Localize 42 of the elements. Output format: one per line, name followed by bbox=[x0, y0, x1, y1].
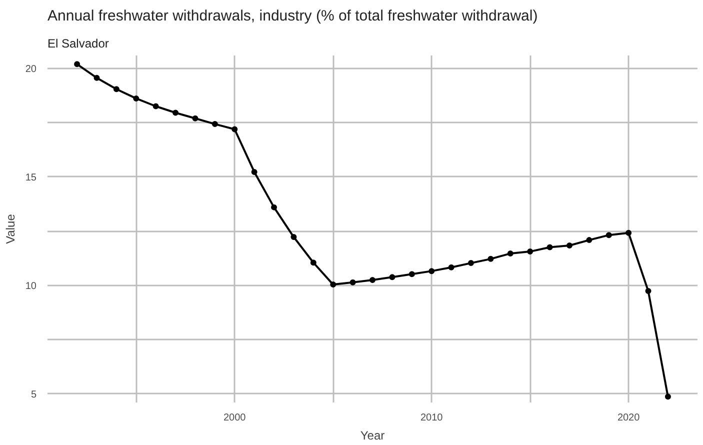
point bbox=[507, 250, 514, 256]
point bbox=[370, 276, 376, 283]
point bbox=[448, 264, 454, 270]
point bbox=[212, 121, 218, 128]
point bbox=[94, 74, 100, 81]
x-tick-label: 2020 bbox=[617, 412, 640, 424]
y-tick-label: 20 bbox=[25, 64, 37, 76]
point bbox=[664, 394, 671, 400]
y-tick-label: 15 bbox=[25, 172, 37, 184]
x-tick-label: 2010 bbox=[420, 412, 444, 424]
y-tick-label: 5 bbox=[30, 389, 37, 400]
y-tick-label: 10 bbox=[25, 280, 37, 292]
point bbox=[428, 268, 435, 274]
point bbox=[389, 274, 396, 280]
x-axis-title: Year bbox=[360, 428, 385, 442]
point bbox=[232, 126, 238, 132]
point bbox=[488, 256, 494, 262]
point bbox=[172, 110, 179, 116]
point bbox=[251, 168, 258, 175]
point bbox=[527, 248, 534, 255]
point bbox=[271, 204, 278, 210]
point bbox=[645, 288, 652, 294]
point bbox=[113, 86, 120, 92]
point bbox=[566, 242, 572, 248]
point bbox=[546, 244, 553, 250]
point bbox=[74, 61, 80, 68]
point bbox=[133, 95, 140, 102]
point bbox=[468, 260, 474, 266]
point bbox=[290, 234, 297, 240]
point bbox=[626, 230, 632, 236]
point bbox=[152, 103, 159, 110]
chart-title: Annual freshwater withdrawals, industry (% of total freshwater withdrawal) bbox=[48, 8, 538, 24]
point bbox=[408, 271, 415, 278]
point bbox=[586, 237, 592, 244]
point bbox=[192, 115, 198, 122]
point bbox=[310, 260, 316, 266]
chart-subtitle: El Salvador bbox=[48, 36, 109, 50]
point bbox=[350, 279, 356, 286]
y-axis-title: Value bbox=[3, 214, 18, 244]
point bbox=[606, 232, 612, 238]
point bbox=[330, 282, 336, 288]
x-tick-label: 2000 bbox=[224, 412, 246, 424]
